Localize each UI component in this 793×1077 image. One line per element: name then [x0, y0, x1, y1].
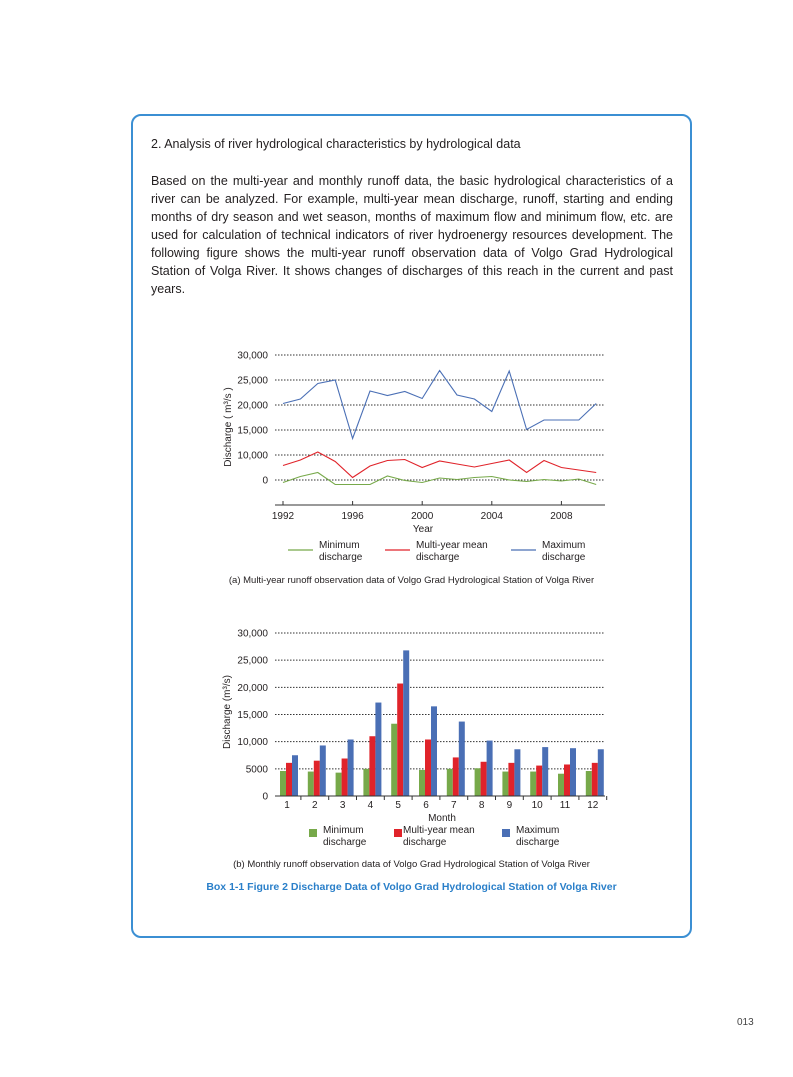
- bar-maximum-discharge: [486, 740, 493, 796]
- series-line-minimum-discharge: [282, 471, 597, 486]
- bar-multi-year-mean-discharge: [508, 762, 515, 796]
- bar-minimum-discharge: [391, 723, 398, 796]
- y-tick-label: 5000: [246, 764, 269, 775]
- x-tick-label: 12: [587, 800, 599, 811]
- legend-swatch: [394, 829, 402, 837]
- bar-minimum-discharge: [307, 771, 314, 796]
- bar-minimum-discharge: [502, 771, 509, 796]
- bar-multi-year-mean-discharge: [341, 758, 348, 796]
- x-tick-label: 4: [368, 800, 374, 811]
- bar-maximum-discharge: [319, 745, 326, 796]
- bar-multi-year-mean-discharge: [369, 736, 376, 796]
- x-tick-label: 5: [395, 800, 401, 811]
- series-line-multi-year-mean-discharge: [282, 451, 597, 479]
- legend-label: discharge: [403, 837, 447, 848]
- bar-maximum-discharge: [597, 749, 604, 796]
- bar-maximum-discharge: [542, 747, 549, 796]
- legend-label: Minimum: [323, 825, 364, 836]
- x-axis-label: Year: [413, 524, 434, 535]
- bar-multi-year-mean-discharge: [536, 765, 543, 796]
- bar-minimum-discharge: [280, 771, 286, 796]
- chart-b-caption: (b) Monthly runoff observation data of V…: [233, 859, 590, 870]
- bar-multi-year-mean-discharge: [480, 761, 487, 796]
- legend-swatch: [502, 829, 510, 837]
- bar-multi-year-mean-discharge: [591, 762, 598, 796]
- section-heading: 2. Analysis of river hydrological charac…: [151, 137, 521, 151]
- x-tick-label: 1996: [341, 511, 364, 522]
- legend-label: Multi-year mean: [416, 540, 488, 551]
- x-tick-label: 10: [532, 800, 544, 811]
- page-number: 013: [737, 1017, 754, 1028]
- bar-multi-year-mean-discharge: [313, 760, 320, 796]
- y-tick-label: 15,000: [237, 710, 268, 721]
- x-tick-label: 2008: [550, 511, 573, 522]
- x-tick-label: 2: [312, 800, 318, 811]
- bar-maximum-discharge: [403, 650, 410, 796]
- bar-minimum-discharge: [363, 768, 370, 796]
- y-tick-label: 15,000: [237, 426, 268, 437]
- x-tick-label: 8: [479, 800, 485, 811]
- bar-minimum-discharge: [474, 768, 481, 796]
- bar-multi-year-mean-discharge: [286, 762, 292, 796]
- x-tick-label: 1992: [272, 511, 295, 522]
- y-tick-label: 20,000: [237, 683, 268, 694]
- x-tick-label: 2004: [481, 511, 504, 522]
- bar-minimum-discharge: [530, 771, 537, 796]
- y-tick-label: 20,000: [237, 401, 268, 412]
- y-tick-label: 10,000: [237, 451, 268, 462]
- legend-label: discharge: [323, 837, 367, 848]
- text-box-frame: [131, 114, 692, 938]
- legend-label: discharge: [319, 552, 363, 563]
- y-tick-label: 30,000: [237, 351, 268, 362]
- legend-label: discharge: [416, 552, 460, 563]
- x-tick-label: 7: [451, 800, 457, 811]
- x-tick-label: 2000: [411, 511, 434, 522]
- x-tick-label: 9: [507, 800, 513, 811]
- series-line-maximum-discharge: [282, 369, 597, 441]
- bar-maximum-discharge: [347, 739, 354, 796]
- y-tick-label: 25,000: [237, 656, 268, 667]
- bar-minimum-discharge: [585, 771, 592, 796]
- bar-minimum-discharge: [419, 769, 425, 796]
- bar-maximum-discharge: [570, 748, 576, 796]
- bar-multi-year-mean-discharge: [425, 739, 431, 796]
- legend-label: Maximum: [516, 825, 559, 836]
- figure-title: Box 1-1 Figure 2 Discharge Data of Volgo…: [206, 881, 617, 893]
- legend-label: Maximum: [542, 540, 585, 551]
- y-tick-label: 30,000: [237, 629, 268, 640]
- y-tick-label: 10,000: [237, 737, 268, 748]
- bar-minimum-discharge: [446, 768, 453, 796]
- legend-swatch: [309, 829, 317, 837]
- bar-multi-year-mean-discharge: [397, 683, 404, 796]
- legend-label: discharge: [542, 552, 586, 563]
- legend-label: discharge: [516, 837, 560, 848]
- x-tick-label: 11: [560, 800, 571, 811]
- y-tick-label: 25,000: [237, 376, 268, 387]
- x-tick-label: 3: [340, 800, 346, 811]
- legend-label: Multi-year mean: [403, 825, 475, 836]
- bar-minimum-discharge: [558, 773, 564, 796]
- bar-minimum-discharge: [335, 772, 342, 796]
- bar-maximum-discharge: [458, 721, 465, 796]
- bar-maximum-discharge: [514, 749, 521, 796]
- bar-maximum-discharge: [431, 706, 437, 796]
- bar-maximum-discharge: [292, 755, 298, 796]
- y-tick-label: 0: [262, 476, 268, 487]
- x-axis-label: Month: [428, 813, 456, 824]
- bar-maximum-discharge: [375, 702, 382, 796]
- x-tick-label: 1: [284, 800, 290, 811]
- bar-multi-year-mean-discharge: [564, 764, 570, 796]
- y-axis-label: Discharge ( m³/s ): [223, 387, 234, 466]
- y-axis-label: Discharge (m³/s): [222, 675, 233, 749]
- bar-multi-year-mean-discharge: [452, 757, 459, 796]
- chart-a-caption: (a) Multi-year runoff observation data o…: [228, 575, 595, 586]
- legend-label: Minimum: [319, 540, 360, 551]
- y-tick-label: 0: [262, 792, 268, 803]
- body-paragraph: Based on the multi-year and monthly runo…: [151, 174, 673, 296]
- x-tick-label: 6: [423, 800, 429, 811]
